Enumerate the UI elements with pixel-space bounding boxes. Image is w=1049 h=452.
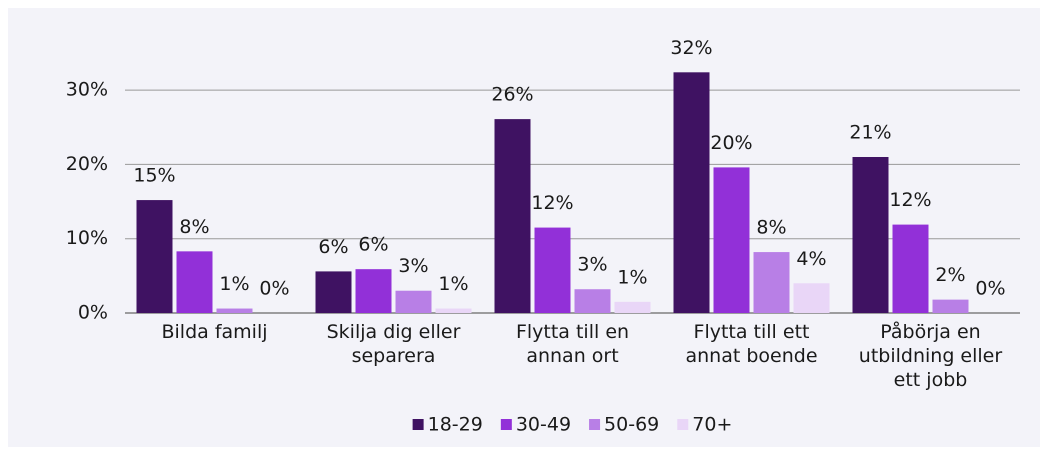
data-label: 32% xyxy=(670,37,712,59)
legend-swatch xyxy=(412,419,424,430)
bar xyxy=(852,157,889,313)
data-label: 26% xyxy=(491,84,533,106)
data-label: 0% xyxy=(259,278,289,300)
y-tick-label: 10% xyxy=(66,227,108,249)
bar xyxy=(713,167,750,313)
bar xyxy=(614,301,651,313)
data-label: 6% xyxy=(358,234,388,256)
legend-swatch xyxy=(589,419,601,430)
data-label: 0% xyxy=(975,278,1005,300)
y-tick-label: 0% xyxy=(78,302,108,324)
legend-label: 50-69 xyxy=(604,414,659,436)
legend-label: 30-49 xyxy=(516,414,571,436)
bar xyxy=(435,308,472,313)
data-label: 2% xyxy=(935,264,965,286)
data-label: 15% xyxy=(133,165,175,187)
bar xyxy=(136,200,173,313)
y-tick-label: 30% xyxy=(66,79,108,101)
x-tick-label: Flytta till en annan ort xyxy=(515,321,630,367)
bar xyxy=(494,119,531,313)
data-label: 12% xyxy=(531,192,573,214)
data-label: 3% xyxy=(577,254,607,276)
x-tick-label: Påbörja en utbildning eller ett jobb xyxy=(858,321,1003,391)
x-tick-label: Skilja dig eller separera xyxy=(326,321,461,367)
bar xyxy=(534,227,571,313)
legend-swatch xyxy=(677,419,689,430)
bar xyxy=(753,252,790,313)
legend-swatch xyxy=(500,419,512,430)
data-label: 3% xyxy=(398,255,428,277)
data-label: 8% xyxy=(179,216,209,238)
y-tick-label: 20% xyxy=(66,153,108,175)
data-label: 1% xyxy=(617,266,647,288)
legend-label: 18-29 xyxy=(428,414,483,436)
bar xyxy=(673,72,710,313)
data-label: 6% xyxy=(318,236,348,258)
data-label: 12% xyxy=(889,189,931,211)
bar xyxy=(892,224,929,313)
bar xyxy=(355,269,392,313)
data-label: 21% xyxy=(849,122,891,144)
bar xyxy=(176,251,213,313)
bar xyxy=(574,289,611,313)
bar xyxy=(395,290,432,313)
legend-label: 70+ xyxy=(692,414,732,436)
bar xyxy=(793,283,830,313)
data-label: 1% xyxy=(219,273,249,295)
x-tick-label: Flytta till ett annat boende xyxy=(685,321,818,367)
data-label: 4% xyxy=(796,248,826,270)
bar xyxy=(315,271,352,313)
data-label: 1% xyxy=(438,273,468,295)
x-tick-label: Bilda familj xyxy=(161,321,268,343)
data-label: 20% xyxy=(710,132,752,154)
bar xyxy=(216,308,253,313)
bar xyxy=(932,299,969,313)
data-label: 8% xyxy=(756,217,786,239)
